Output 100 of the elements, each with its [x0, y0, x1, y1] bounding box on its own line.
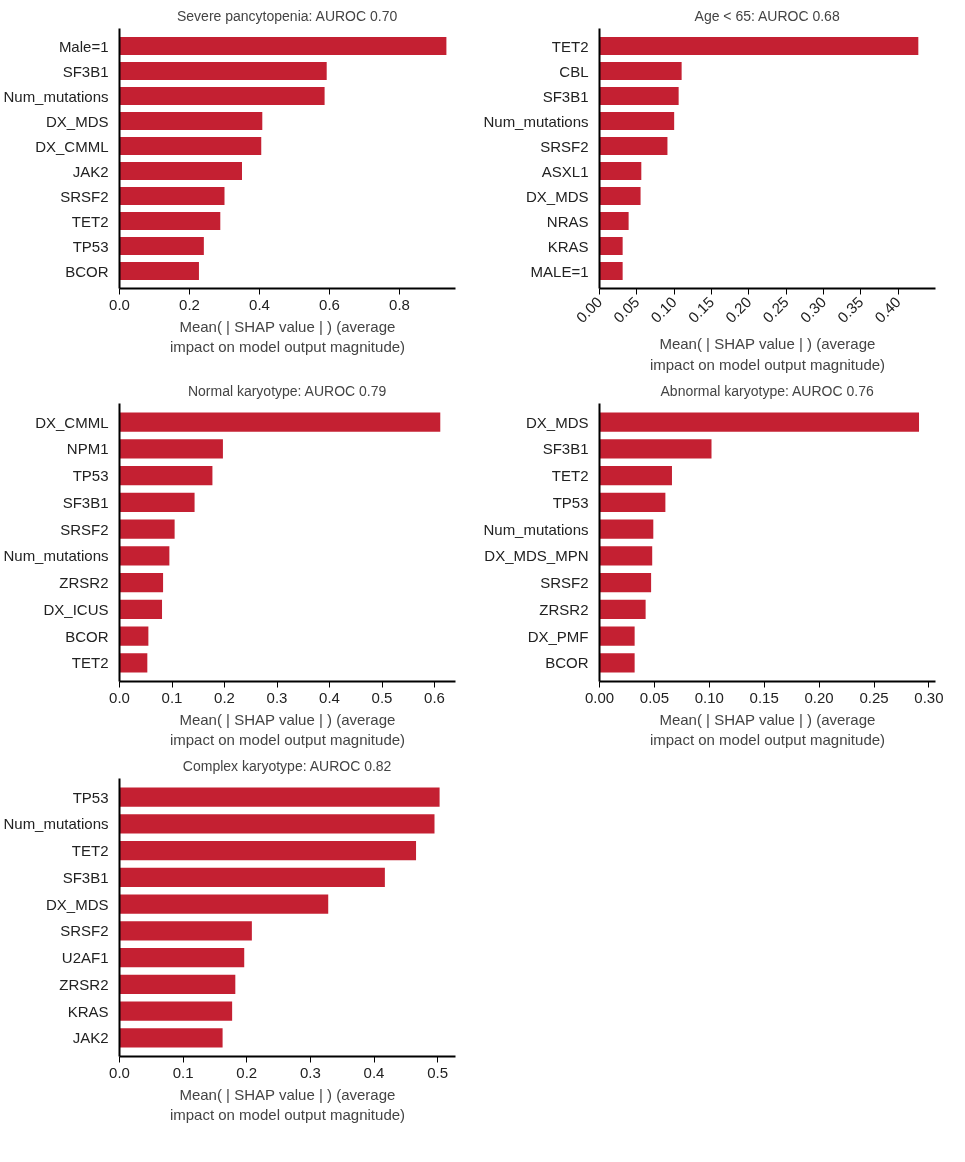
y-tick-label: SRSF2 [60, 520, 109, 538]
bar [119, 921, 252, 941]
y-tick-label: JAK2 [72, 162, 109, 180]
bar [119, 894, 329, 914]
y-tick-label: Num_mutations [3, 547, 109, 565]
x-tick-label: 0.35 [833, 293, 867, 326]
x-tick-label: 0.25 [859, 688, 889, 706]
x-tick-label: 0.4 [249, 295, 270, 313]
y-tick-label: SF3B1 [542, 87, 589, 105]
x-tick-label: 0.05 [639, 688, 670, 706]
x-tick-label: 0.20 [804, 688, 834, 706]
y-tick-label: BCOR [545, 654, 589, 672]
bar [119, 974, 236, 994]
y-tick-label: NPM1 [66, 440, 109, 458]
x-tick-label: 0.3 [299, 1063, 321, 1081]
x-axis-title: Mean( | SHAP value | ) (average impact on model output magnitude) [649, 335, 886, 373]
bar [599, 626, 635, 646]
x-tick-label: 0.8 [389, 295, 410, 313]
chart-title: Normal karyotype: AUROC 0.79 [187, 382, 387, 399]
bar [119, 87, 325, 105]
bar [119, 162, 242, 180]
bar [119, 412, 441, 432]
y-tick-label: Num_mutations [3, 87, 109, 105]
bar [119, 37, 447, 55]
bar [119, 212, 221, 230]
y-tick-label: DX_MDS [525, 187, 589, 205]
x-tick-label: 0.3 [266, 688, 288, 706]
bar [599, 653, 635, 673]
y-tick-label: U2AF1 [61, 949, 109, 967]
bar [599, 466, 672, 486]
x-tick-label: 0.0 [109, 688, 130, 706]
x-tick-label: 0.10 [694, 688, 724, 706]
bar [119, 466, 213, 486]
y-tick-label: KRAS [67, 1002, 109, 1020]
x-tick-label: 0.30 [914, 688, 944, 706]
x-tick-label: 0.0 [109, 295, 130, 313]
bar [119, 439, 223, 459]
y-tick-label: SRSF2 [60, 187, 109, 205]
bar [119, 867, 385, 888]
chart-title: Severe pancytopenia: AUROC 0.70 [176, 7, 398, 24]
bar [119, 653, 148, 673]
bar [119, 599, 163, 619]
x-axis-title: Mean( | SHAP value | ) (average impact on model output magnitude) [649, 710, 886, 748]
y-tick-label: SRSF2 [540, 137, 589, 155]
y-tick-label: TET2 [551, 467, 589, 485]
y-tick-label: DX_ICUS [43, 600, 109, 618]
y-tick-label: SF3B1 [62, 62, 109, 80]
y-tick-label: SRSF2 [540, 574, 589, 592]
y-tick-label: SF3B1 [62, 493, 109, 511]
y-tick-label: Male=1 [58, 37, 109, 55]
bar [119, 187, 225, 205]
x-tick-label: 0.40 [871, 293, 904, 326]
bar [599, 439, 712, 459]
y-tick-label: CBL [559, 62, 589, 80]
bar [599, 412, 920, 432]
x-tick-label: 0.2 [236, 1063, 258, 1081]
x-tick-label: 0.00 [572, 293, 606, 326]
bar [119, 626, 149, 646]
x-tick-label: 0.5 [427, 1063, 449, 1081]
y-tick-label: DX_PMF [527, 627, 589, 645]
bar [119, 237, 204, 255]
x-tick-label: 0.2 [179, 295, 200, 313]
y-tick-label: TP53 [72, 467, 109, 485]
x-tick-label: 0.10 [647, 293, 680, 326]
chart-title: Complex karyotype: AUROC 0.82 [182, 757, 392, 774]
chart-title: Abnormal karyotype: AUROC 0.76 [660, 382, 874, 399]
bar [119, 62, 327, 80]
y-tick-label: TET2 [71, 654, 109, 672]
bar [119, 787, 440, 807]
bar [119, 814, 435, 834]
bar [119, 1028, 223, 1048]
y-tick-label: KRAS [547, 237, 589, 255]
x-tick-label: 0.1 [161, 688, 183, 706]
y-tick-label: ZRSR2 [59, 975, 109, 993]
chart-title: Age < 65: AUROC 0.68 [694, 7, 840, 24]
y-tick-label: JAK2 [72, 1029, 109, 1047]
x-tick-label: 0.00 [584, 688, 615, 706]
bar [119, 492, 195, 513]
x-tick-label: 0.4 [363, 1063, 385, 1081]
x-axis-title: Mean( | SHAP value | ) (average impact on model output magnitude) [169, 710, 406, 748]
x-tick-label: 0.4 [319, 688, 340, 706]
bar [119, 841, 417, 861]
x-tick-label: 0.6 [319, 295, 340, 313]
x-tick-label: 0.15 [684, 293, 718, 326]
y-tick-label: DX_MDS [45, 895, 109, 913]
x-axis-title: Mean( | SHAP value | ) (average impact on model output magnitude) [169, 1085, 406, 1123]
y-tick-label: DX_MDS [525, 413, 589, 431]
y-tick-label: TET2 [551, 37, 589, 55]
y-tick-label: MALE=1 [530, 262, 589, 280]
y-tick-label: SRSF2 [60, 922, 109, 940]
y-tick-label: ZRSR2 [59, 574, 109, 592]
bar [119, 546, 170, 566]
bar [599, 519, 654, 539]
bar [599, 572, 652, 593]
bar [599, 546, 653, 566]
y-tick-label: DX_MDS [45, 112, 109, 130]
y-tick-label: ZRSR2 [539, 600, 589, 618]
y-tick-label: TET2 [71, 212, 109, 230]
x-tick-label: 0.0 [109, 1063, 130, 1081]
y-tick-label: ASXL1 [541, 162, 589, 180]
